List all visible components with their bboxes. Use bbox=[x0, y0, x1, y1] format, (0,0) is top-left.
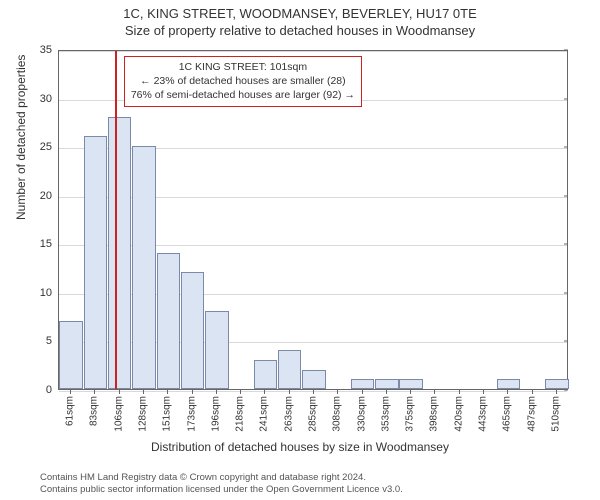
histogram-bar bbox=[399, 379, 422, 389]
x-tick-label: 398sqm bbox=[429, 396, 440, 432]
x-tick-label: 353sqm bbox=[380, 396, 391, 432]
histogram-bar bbox=[59, 321, 82, 389]
page-title-line-2: Size of property relative to detached ho… bbox=[0, 23, 600, 38]
histogram-bar bbox=[181, 272, 204, 389]
histogram-bar bbox=[132, 146, 155, 389]
y-tick-label: 35 bbox=[40, 44, 58, 56]
x-tick-label: 173sqm bbox=[186, 396, 197, 432]
histogram-plot: 0510152025303561sqm83sqm106sqm128sqm151s… bbox=[58, 50, 568, 390]
x-tick-label: 128sqm bbox=[138, 396, 149, 432]
x-tick-label: 443sqm bbox=[478, 396, 489, 432]
y-tick-label: 5 bbox=[46, 335, 58, 347]
histogram-bar bbox=[254, 360, 277, 389]
x-tick-label: 308sqm bbox=[332, 396, 343, 432]
x-tick-label: 510sqm bbox=[550, 396, 561, 432]
x-tick-label: 420sqm bbox=[453, 396, 464, 432]
reference-line bbox=[115, 51, 117, 389]
y-tick-label: 25 bbox=[40, 141, 58, 153]
y-tick-label: 10 bbox=[40, 287, 58, 299]
histogram-bar bbox=[84, 136, 107, 389]
y-tick-label: 30 bbox=[40, 93, 58, 105]
annotation-line: 76% of semi-detached houses are larger (… bbox=[131, 88, 355, 102]
histogram-bar bbox=[108, 117, 131, 389]
x-tick-label: 263sqm bbox=[283, 396, 294, 432]
x-tick-label: 330sqm bbox=[356, 396, 367, 432]
gridline bbox=[59, 51, 567, 52]
x-tick-label: 241sqm bbox=[259, 396, 270, 432]
histogram-bar bbox=[157, 253, 180, 389]
x-tick-label: 285sqm bbox=[308, 396, 319, 432]
histogram-bar bbox=[351, 379, 374, 389]
page-title-line-1: 1C, KING STREET, WOODMANSEY, BEVERLEY, H… bbox=[0, 6, 600, 21]
histogram-bar bbox=[205, 311, 228, 389]
x-tick-label: 61sqm bbox=[65, 396, 76, 426]
histogram-bar bbox=[375, 379, 398, 389]
histogram-bar bbox=[302, 370, 325, 389]
histogram-bar bbox=[278, 350, 301, 389]
x-tick-label: 375sqm bbox=[405, 396, 416, 432]
annotation-line: ← 23% of detached houses are smaller (28… bbox=[131, 74, 355, 88]
y-axis-label: Number of detached properties bbox=[14, 55, 28, 220]
credits: Contains HM Land Registry data © Crown c… bbox=[40, 472, 590, 496]
histogram-bar bbox=[545, 379, 568, 389]
x-tick-label: 151sqm bbox=[162, 396, 173, 432]
x-tick-label: 83sqm bbox=[89, 396, 100, 426]
x-tick-label: 106sqm bbox=[113, 396, 124, 432]
y-tick-label: 20 bbox=[40, 190, 58, 202]
annotation-box: 1C KING STREET: 101sqm← 23% of detached … bbox=[124, 56, 362, 107]
y-tick-label: 15 bbox=[40, 238, 58, 250]
x-tick-label: 196sqm bbox=[210, 396, 221, 432]
credits-line-2: Contains public sector information licen… bbox=[40, 484, 590, 496]
x-tick-label: 487sqm bbox=[526, 396, 537, 432]
histogram-bar bbox=[497, 379, 520, 389]
credits-line-1: Contains HM Land Registry data © Crown c… bbox=[40, 472, 590, 484]
x-tick-label: 465sqm bbox=[502, 396, 513, 432]
x-axis-label: Distribution of detached houses by size … bbox=[0, 440, 600, 454]
annotation-line: 1C KING STREET: 101sqm bbox=[131, 60, 355, 74]
x-tick-label: 218sqm bbox=[235, 396, 246, 432]
y-tick-label: 0 bbox=[46, 384, 58, 396]
